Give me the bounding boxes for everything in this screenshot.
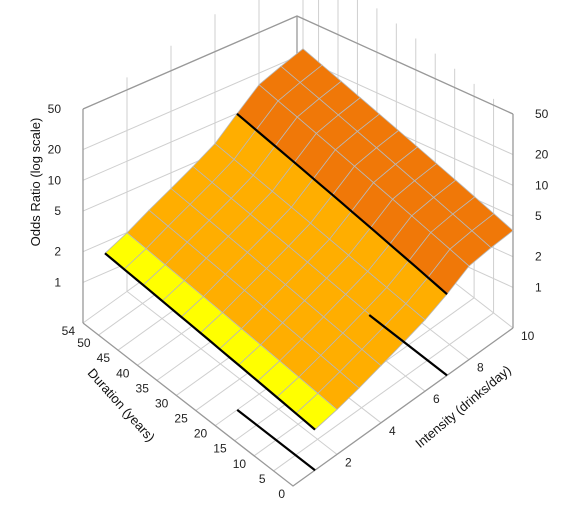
intensity-tick-label: 8 <box>477 361 484 375</box>
z-tick-label-left: 5 <box>54 204 61 218</box>
duration-tick-label: 45 <box>97 351 111 365</box>
intensity-tick-label: 6 <box>433 392 440 406</box>
floor-grid-line <box>273 312 494 472</box>
duration-tick-label: 20 <box>194 427 208 441</box>
top-back-edges <box>82 15 514 115</box>
z-tick-label-right: 50 <box>535 107 549 121</box>
z-tick-label-left: 2 <box>54 245 61 259</box>
z-tick-label-left: 10 <box>48 173 62 187</box>
threshold-line-floor <box>236 408 316 472</box>
z-tick-label-left: 20 <box>48 143 62 157</box>
x-axis-label: Intensity (drinks/day) <box>412 362 514 451</box>
duration-tick-label: 15 <box>213 442 227 456</box>
threshold-line-surface <box>236 112 448 296</box>
duration-tick-label: 35 <box>136 381 150 395</box>
intensity-tick-label: 2 <box>345 455 352 469</box>
threshold-line-surface <box>104 252 316 431</box>
floor-front-edges <box>82 322 514 487</box>
duration-tick-label: 54 <box>62 324 76 338</box>
z-tick-label-right: 5 <box>535 209 542 223</box>
z-tick-label-right: 20 <box>535 148 549 162</box>
z-tick-label-right: 2 <box>535 250 542 264</box>
intensity-tick-label: 4 <box>389 424 396 438</box>
z-tick-label-right: 10 <box>535 178 549 192</box>
duration-tick-label: 25 <box>174 412 188 426</box>
duration-tick-label: 10 <box>233 457 247 471</box>
duration-tick-label: 30 <box>155 396 169 410</box>
threshold-lines <box>104 112 448 472</box>
surface <box>104 48 514 431</box>
threshold-line-floor <box>368 314 448 377</box>
floor-grid-line <box>126 291 338 455</box>
duration-tick-label: 5 <box>259 472 266 486</box>
duration-tick-label: 0 <box>278 487 285 501</box>
z-tick-label-left: 1 <box>54 275 61 289</box>
z-tick-label-right: 1 <box>535 280 542 294</box>
z-axis-label: Odds Ratio (log scale) <box>28 118 43 247</box>
duration-tick-label: 40 <box>116 366 130 380</box>
z-tick-label-left: 50 <box>48 102 62 116</box>
duration-tick-label: 50 <box>77 336 91 350</box>
intensity-tick-label: 10 <box>521 329 535 343</box>
